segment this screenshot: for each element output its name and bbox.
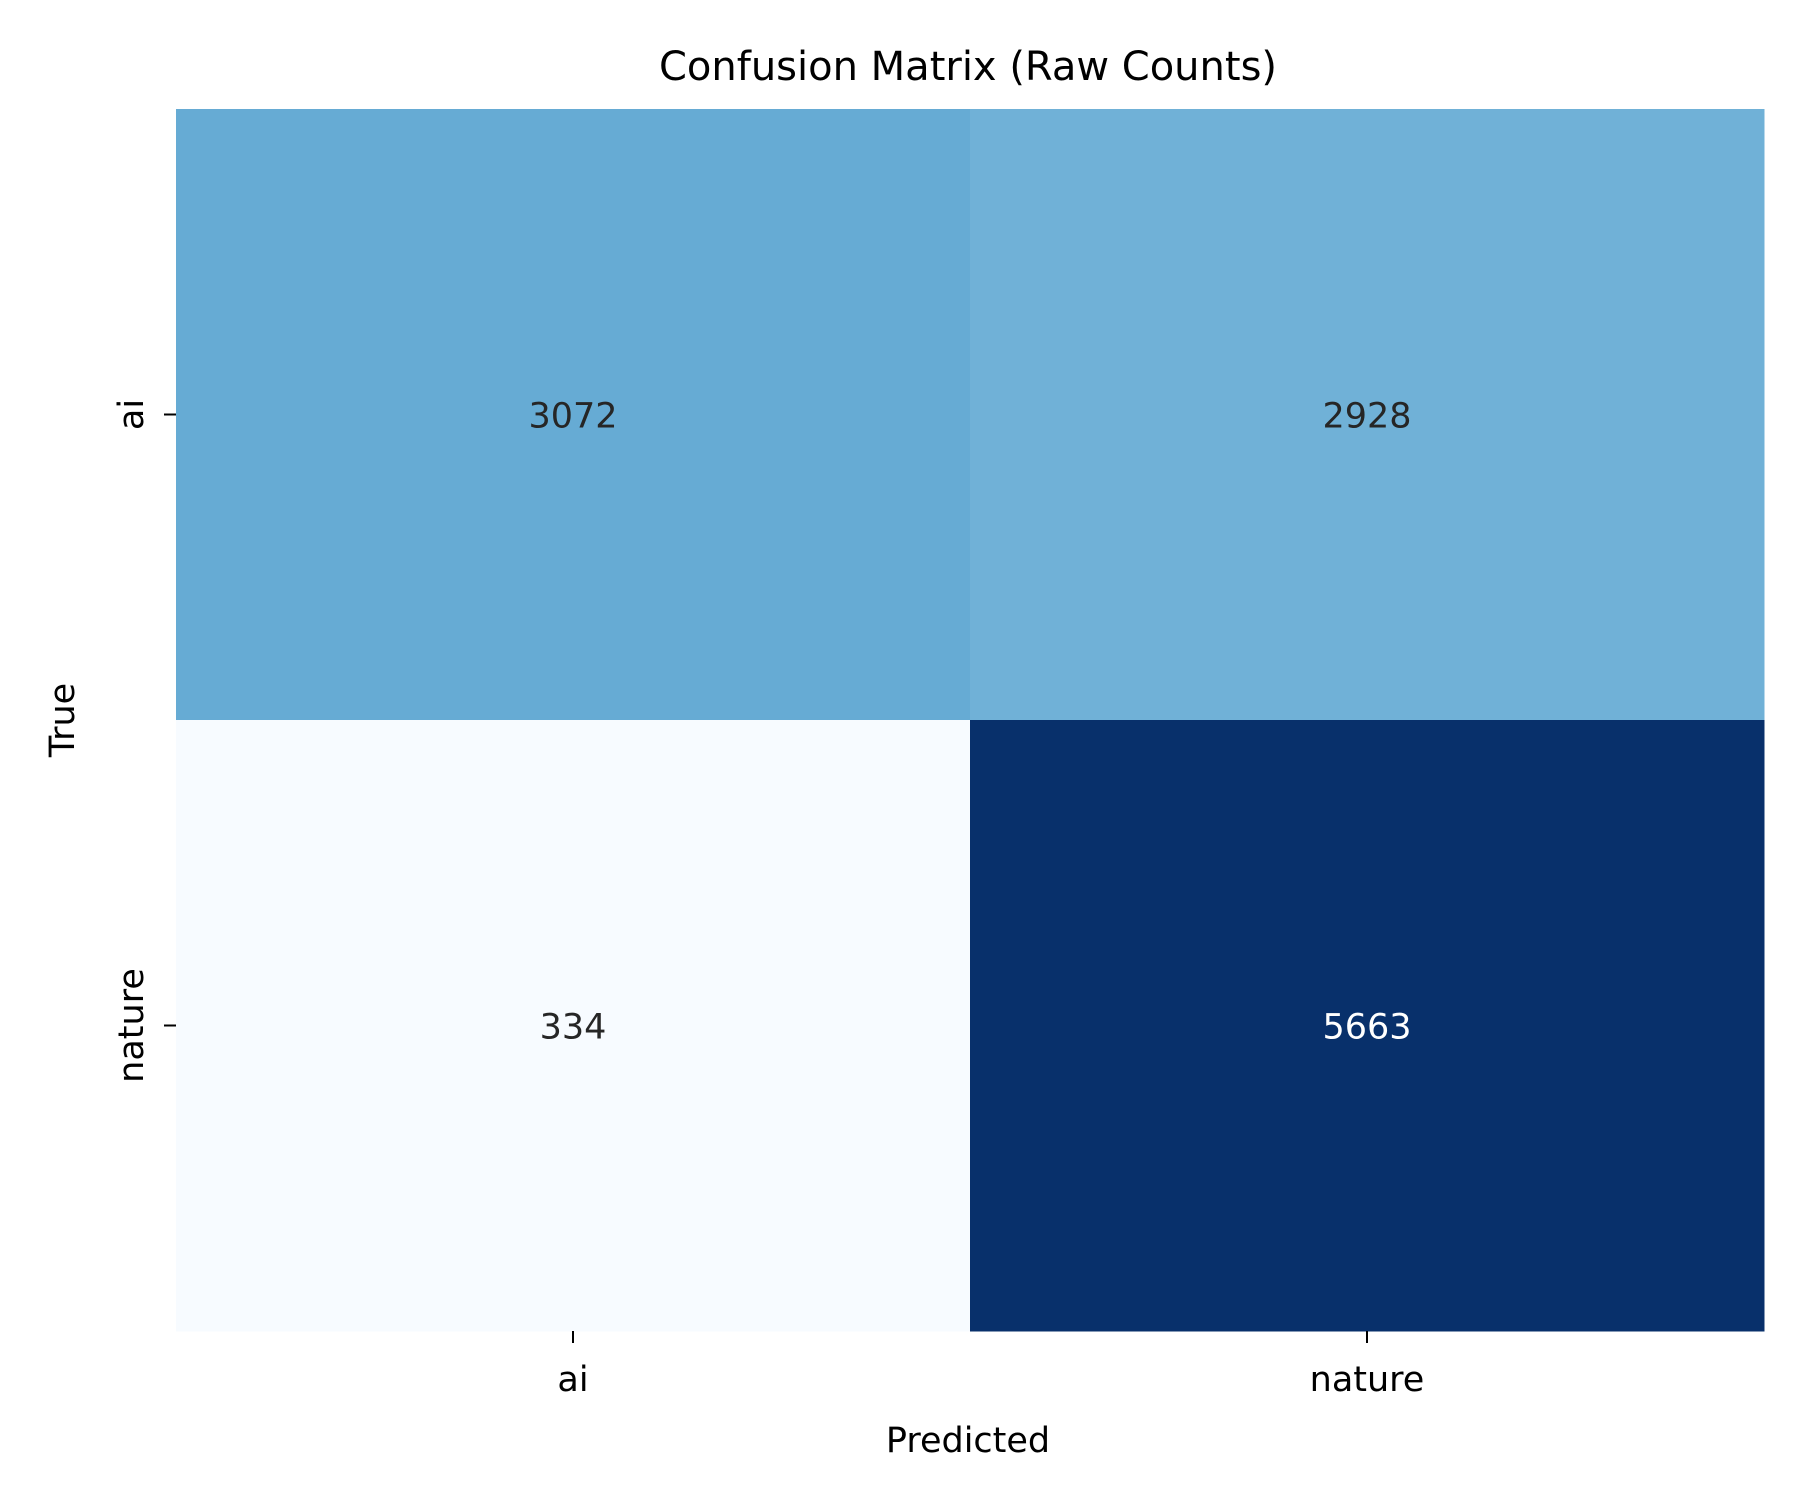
x-tick-label-nature: nature — [1310, 1360, 1425, 1400]
cell-value-ai-nature: 2928 — [1322, 397, 1411, 437]
heatmap-cell-ai-ai — [176, 109, 971, 721]
y-axis-label: True — [43, 683, 83, 758]
heatmap-cell-ai-nature — [970, 109, 1765, 721]
x-tick-label-ai: ai — [557, 1360, 588, 1400]
y-tick-label-ai: ai — [112, 399, 152, 430]
y-axis: ai nature — [112, 399, 176, 1083]
heatmap-cell-nature-nature — [970, 720, 1765, 1332]
cell-value-nature-nature: 5663 — [1322, 1008, 1411, 1048]
x-axis: ai nature — [557, 1331, 1424, 1400]
cell-value-nature-ai: 334 — [540, 1008, 607, 1048]
x-axis-label: Predicted — [886, 1421, 1050, 1461]
heatmap-cells — [176, 109, 1765, 1332]
y-tick-label-nature: nature — [112, 968, 152, 1083]
cell-value-labels: 3072 2928 334 5663 — [528, 397, 1411, 1048]
cell-value-ai-ai: 3072 — [528, 397, 617, 437]
chart-title: Confusion Matrix (Raw Counts) — [659, 44, 1277, 90]
heatmap-cell-nature-ai — [176, 720, 971, 1332]
